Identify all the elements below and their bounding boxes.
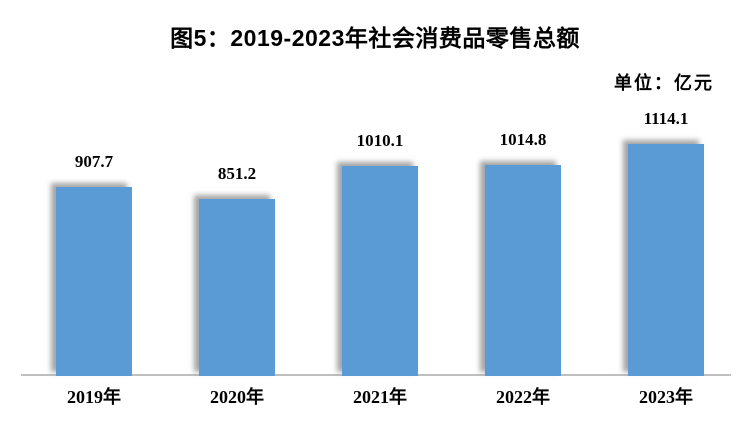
- category-label-2019年: 2019年: [67, 387, 121, 407]
- bar-2021年: [342, 166, 418, 376]
- chart-title: 图5：2019-2023年社会消费品零售总额: [170, 25, 580, 51]
- bar-2023年: [628, 144, 704, 376]
- unit-label: 单位：亿元: [614, 73, 714, 93]
- category-label-2022年: 2022年: [496, 387, 550, 407]
- value-label-2022年: 1014.8: [499, 130, 547, 149]
- bar-2020年: [199, 199, 275, 376]
- value-label-2020年: 851.2: [217, 164, 257, 183]
- bar-2019年: [56, 187, 132, 376]
- value-label-2021年: 1010.1: [356, 131, 404, 150]
- category-label-2021年: 2021年: [353, 387, 407, 407]
- value-label-2019年: 907.7: [74, 152, 114, 171]
- category-label-2023年: 2023年: [639, 387, 693, 407]
- category-label-2020年: 2020年: [210, 387, 264, 407]
- bar-2022年: [485, 165, 561, 376]
- value-label-2023年: 1114.1: [643, 109, 689, 128]
